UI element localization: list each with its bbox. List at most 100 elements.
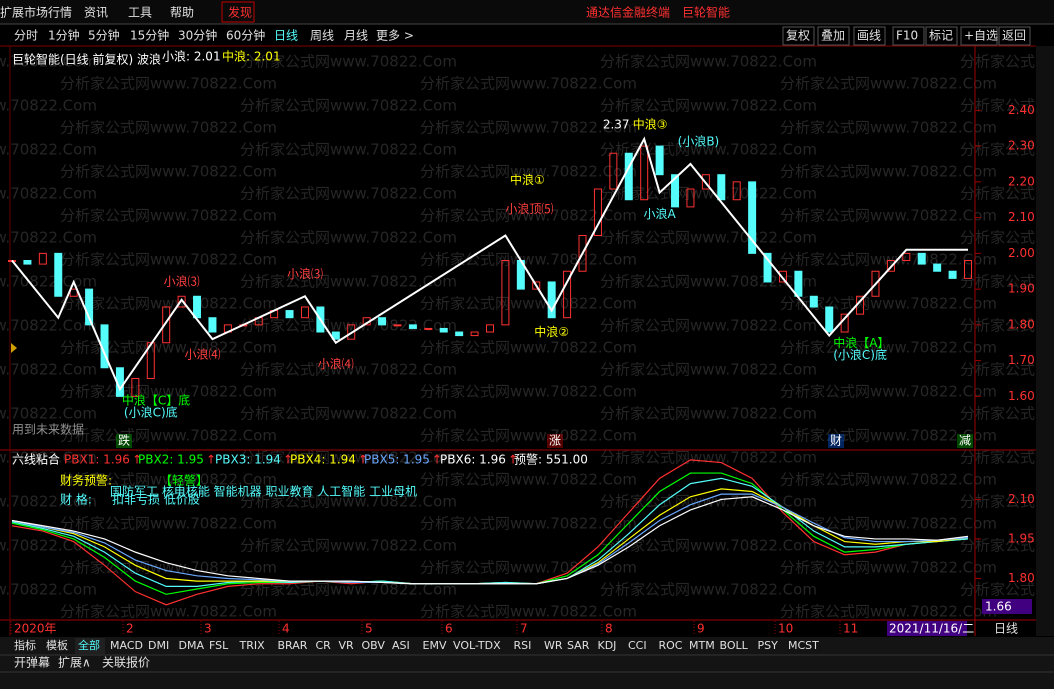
indicator-tab[interactable]: VOL-TDX: [453, 639, 501, 652]
period-tab[interactable]: 周线: [310, 29, 334, 43]
button-frame[interactable]: [960, 26, 998, 46]
indicator-tab[interactable]: WR: [544, 639, 563, 652]
indicator-tab[interactable]: MTM: [689, 639, 715, 652]
watermark: 分析家公式网www.70822.Com: [240, 229, 457, 247]
watermark: 分析家公式网www.70822.Com: [240, 317, 457, 335]
candle: [748, 181, 757, 254]
indicator-tab[interactable]: MACD: [110, 639, 143, 652]
period-tab[interactable]: 15分钟: [130, 28, 169, 43]
candle: [609, 152, 618, 190]
watermark: 分析家公式网www.70822.Com: [960, 273, 1054, 291]
button-frame[interactable]: [817, 26, 850, 46]
toolbar-button[interactable]: 叠加: [821, 29, 845, 43]
watermark: 分析家公式网www.70822.Com: [420, 339, 637, 357]
indicator-tab[interactable]: TRIX: [239, 639, 266, 652]
candle: [424, 327, 433, 330]
watermark: 分析家公式网www.70822.Com: [960, 53, 1054, 71]
watermark: 分析家公式网www.70822.Com: [600, 317, 817, 335]
signal-box: [547, 434, 563, 448]
period-tab[interactable]: 30分钟: [178, 28, 217, 43]
indicator-tab[interactable]: BOLL: [720, 639, 749, 652]
indicator-tab[interactable]: FSL: [209, 639, 229, 652]
toolbar-button[interactable]: 复权: [786, 29, 810, 43]
watermark: 分析家公式网www.70822.Com: [600, 97, 817, 115]
watermark: 分析家公式网www.70822.Com: [960, 141, 1054, 159]
indicator-tab[interactable]: ROC: [659, 639, 683, 652]
candle: [85, 288, 94, 326]
footer-button[interactable]: 开弹幕: [14, 656, 50, 670]
y-tick-label: 2.10: [1008, 492, 1035, 506]
button-frame[interactable]: [853, 26, 886, 46]
x-tick-label: 2020年: [14, 622, 57, 636]
candle: [38, 252, 47, 265]
indicator-tab[interactable]: BRAR: [278, 639, 308, 652]
legend-item: 中浪: 2.01: [222, 49, 281, 64]
indicator-tab[interactable]: CCI: [628, 639, 647, 652]
period-tab[interactable]: 1分钟: [48, 28, 80, 43]
menu-item[interactable]: 扩展市场行情: [0, 5, 72, 20]
toolbar-button[interactable]: 画线: [857, 29, 881, 43]
indicator-tab[interactable]: KDJ: [598, 639, 617, 652]
candle: [193, 295, 202, 319]
period-tab[interactable]: 日线: [274, 29, 298, 43]
wave-label: 小浪⑷: [184, 347, 220, 362]
footer-button[interactable]: 扩展∧: [58, 656, 91, 670]
toolbar-button[interactable]: F10: [896, 29, 918, 43]
indicator-tab[interactable]: 指标: [14, 638, 36, 652]
watermark: 分析家公式网www.70822.Com: [960, 361, 1054, 379]
candle: [886, 260, 895, 272]
indicator-tab[interactable]: OBV: [362, 639, 386, 652]
indicator-tab[interactable]: 模板: [46, 638, 68, 652]
indicator-tab[interactable]: CR: [316, 639, 332, 652]
candle: [578, 234, 587, 272]
indicator-tab[interactable]: ASI: [392, 639, 410, 652]
y-tick-label: 2.40: [1008, 103, 1035, 117]
toolbar-button[interactable]: +自选: [964, 29, 998, 43]
menu-item[interactable]: 工具: [128, 6, 152, 20]
menu-item[interactable]: 发现: [228, 5, 252, 20]
indicator-tab[interactable]: EMV: [423, 639, 447, 652]
watermark: 分析家公式网www.70822.Com: [600, 141, 817, 159]
indicator-tab[interactable]: DMA: [179, 639, 205, 652]
menu-item[interactable]: 资讯: [84, 6, 108, 20]
watermark: 分析家公式网www.70822.Com: [0, 361, 97, 379]
wave-label: 小浪⑶: [287, 266, 323, 281]
watermark: 分析家公式网www.70822.Com: [420, 207, 637, 225]
legend-item: PBX3: 1.94: [215, 453, 281, 467]
alert: 预警: 551.00: [514, 452, 588, 467]
toolbar-button[interactable]: 返回: [1002, 29, 1026, 43]
period-tab[interactable]: 60分钟: [226, 28, 265, 43]
menu-item[interactable]: 帮助: [170, 6, 194, 20]
button-frame[interactable]: [998, 26, 1031, 46]
period-tab[interactable]: 更多 >: [376, 29, 414, 43]
watermark: 分析家公式网www.70822.Com: [420, 251, 637, 269]
button-frame[interactable]: [782, 26, 815, 46]
footer-button[interactable]: 关联报价: [102, 655, 150, 670]
signal-marker: 减: [959, 434, 971, 448]
watermark: 分析家公式网www.70822.Com: [0, 97, 97, 115]
indicator-tab[interactable]: PSY: [758, 639, 779, 652]
candle: [455, 331, 464, 337]
watermark: 分析家公式网www.70822.Com: [960, 581, 1054, 599]
watermark: 分析家公式网www.70822.Com: [600, 273, 817, 291]
indicator-tab[interactable]: 全部: [78, 638, 100, 652]
signal-box: [828, 434, 844, 448]
legend-item: PBX6: 1.96: [440, 453, 506, 467]
period-tab[interactable]: 月线: [344, 29, 368, 43]
indicator-tab[interactable]: MCST: [788, 639, 819, 652]
period-tab[interactable]: 分时: [14, 29, 38, 43]
button-frame[interactable]: [892, 26, 925, 46]
toolbar-button[interactable]: 标记: [929, 29, 953, 43]
indicator-tab[interactable]: SAR: [567, 639, 590, 652]
indicator-tab[interactable]: VR: [339, 639, 355, 652]
y-tick-label: 2.10: [1008, 210, 1035, 224]
button-frame[interactable]: [925, 26, 958, 46]
indicator-tab[interactable]: DMI: [148, 639, 169, 652]
period-tab[interactable]: 5分钟: [88, 28, 120, 43]
indicator-tab[interactable]: RSI: [514, 639, 532, 652]
signal-box: [957, 434, 973, 448]
watermark: 分析家公式网www.70822.Com: [240, 361, 457, 379]
collapse-arrow[interactable]: [11, 343, 17, 353]
